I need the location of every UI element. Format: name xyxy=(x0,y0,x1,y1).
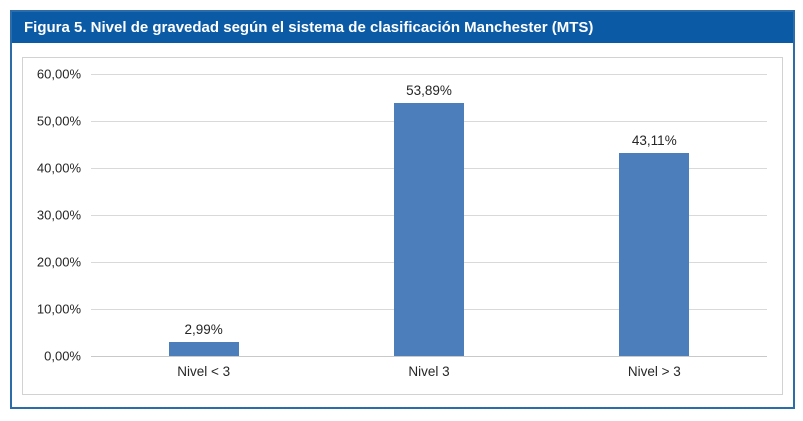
y-axis-tick-label: 60,00% xyxy=(36,66,81,82)
bar-value-label: 2,99% xyxy=(184,321,223,337)
y-axis-tick-label: 10,00% xyxy=(36,301,81,317)
y-axis-tick-label: 50,00% xyxy=(36,113,81,129)
bar-1 xyxy=(168,341,239,356)
bar-slot: 53,89% xyxy=(316,74,541,356)
figure-title: Figura 5. Nivel de gravedad según el sis… xyxy=(24,19,594,36)
figure-title-bar: Figura 5. Nivel de gravedad según el sis… xyxy=(12,12,793,43)
bar-slot: 43,11% xyxy=(542,74,767,356)
gridline xyxy=(91,74,767,75)
x-axis-category-label: Nivel < 3 xyxy=(177,364,231,379)
x-axis-category-label: Nivel 3 xyxy=(408,364,450,379)
x-axis-category-label: Nivel > 3 xyxy=(627,364,681,379)
y-axis-tick-label: 0,00% xyxy=(44,348,81,364)
bar-3 xyxy=(619,153,690,356)
bar-slot: 2,99% xyxy=(91,74,316,356)
bar-2 xyxy=(393,102,464,356)
bar-value-label: 53,89% xyxy=(406,82,452,98)
category-row: Nivel < 3 Nivel 3 Nivel > 3 xyxy=(91,364,767,379)
y-axis-tick-label: 40,00% xyxy=(36,160,81,176)
figure-container: Figura 5. Nivel de gravedad según el sis… xyxy=(10,10,795,409)
y-axis-tick-label: 30,00% xyxy=(36,207,81,223)
bar-value-label: 43,11% xyxy=(631,133,677,149)
gridline xyxy=(91,356,767,357)
y-axis-tick-label: 20,00% xyxy=(36,254,81,270)
plot-area: 60,00% 50,00% 40,00% 30,00% 20,00% 10,00% 0,00… xyxy=(37,67,767,364)
chart-panel: 60,00% 50,00% 40,00% 30,00% 20,00% 10,00% 0,00… xyxy=(22,57,783,395)
bar-slots: 2,99% 53,89% 43,11% xyxy=(91,74,767,356)
